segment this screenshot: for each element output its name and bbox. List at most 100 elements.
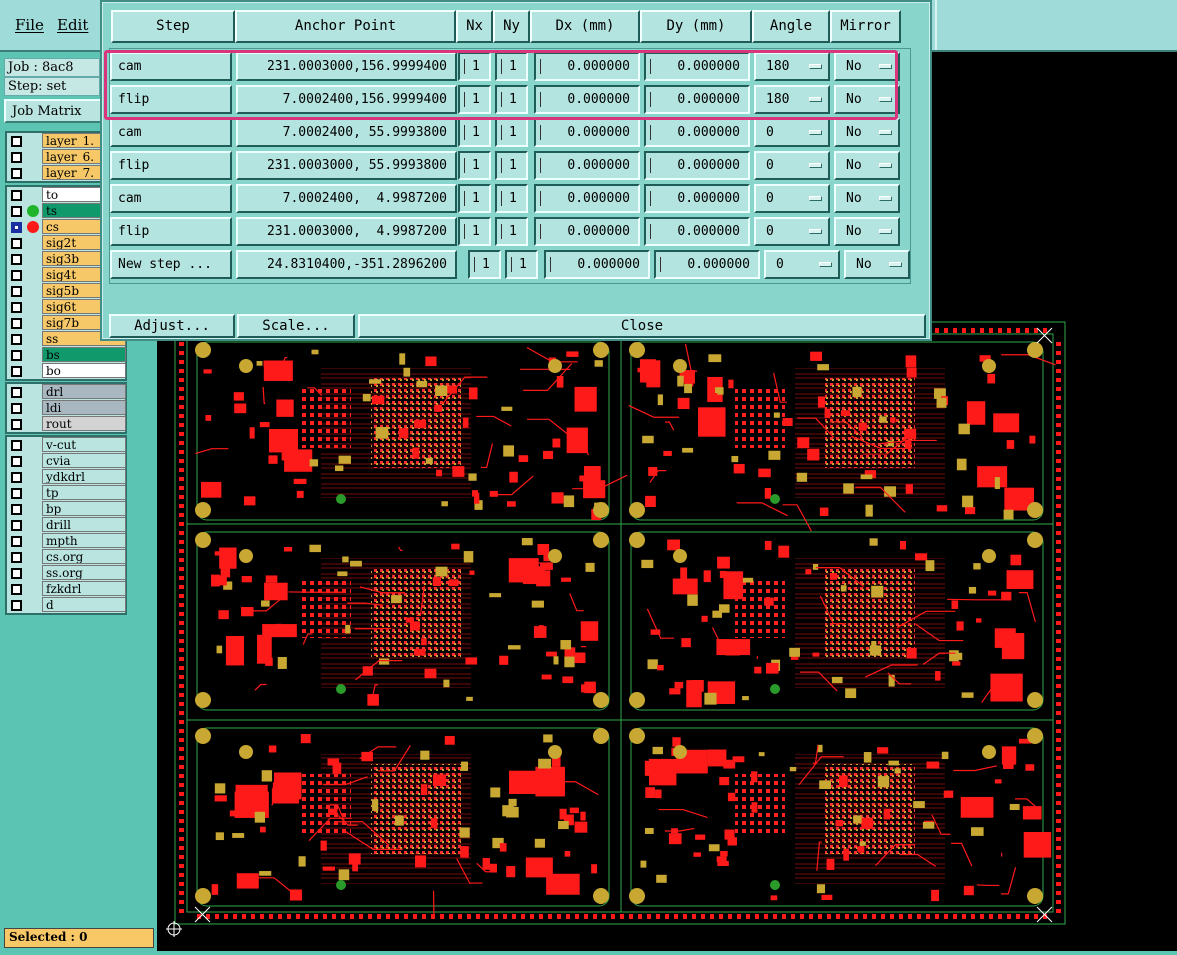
anchor-point-field[interactable]: 24.8310400,-351.2896200 — [236, 250, 457, 279]
step-name-button[interactable]: New step ... — [110, 250, 232, 279]
anchor-point-field[interactable]: 7.0002400, 55.9993800 — [236, 118, 457, 147]
mirror-combo[interactable]: No — [834, 118, 900, 147]
layer-checkbox[interactable] — [11, 472, 22, 483]
layer-row[interactable]: tp — [7, 485, 125, 501]
ny-field[interactable]: 1 — [505, 250, 538, 279]
angle-combo[interactable]: 0 — [764, 250, 840, 279]
nx-field[interactable]: 1 — [468, 250, 501, 279]
dy-field[interactable]: 0.000000 — [644, 217, 750, 246]
ny-field[interactable]: 1 — [495, 217, 528, 246]
step-name-button[interactable]: cam — [110, 52, 232, 81]
dy-field[interactable]: 0.000000 — [644, 184, 750, 213]
dropdown-arrow-icon[interactable] — [809, 196, 822, 201]
mirror-combo[interactable]: No — [834, 217, 900, 246]
layer-checkbox[interactable] — [11, 254, 22, 265]
adjust-button[interactable]: Adjust... — [109, 314, 235, 338]
layer-row[interactable]: ydkdrl — [7, 469, 125, 485]
nx-field[interactable]: 1 — [458, 184, 491, 213]
dy-field[interactable]: 0.000000 — [654, 250, 760, 279]
layer-checkbox[interactable] — [11, 568, 22, 579]
layer-name[interactable]: fzkdrl — [42, 581, 126, 596]
dropdown-arrow-icon[interactable] — [889, 262, 902, 267]
layer-name[interactable]: rout — [42, 416, 126, 431]
layer-checkbox[interactable] — [11, 600, 22, 611]
layer-checkbox[interactable] — [11, 136, 22, 147]
layer-checkbox[interactable] — [11, 552, 22, 563]
dx-field[interactable]: 0.000000 — [534, 217, 640, 246]
layer-name[interactable]: cvia — [42, 453, 126, 468]
layer-name[interactable]: d — [42, 597, 126, 612]
angle-combo[interactable]: 180 — [754, 85, 830, 114]
dropdown-arrow-icon[interactable] — [809, 130, 822, 135]
layer-name[interactable]: bs — [42, 347, 126, 362]
dx-field[interactable]: 0.000000 — [534, 52, 640, 81]
layer-checkbox[interactable] — [11, 366, 22, 377]
anchor-point-field[interactable]: 231.0003000, 55.9993800 — [236, 151, 457, 180]
layer-row[interactable]: d — [7, 597, 125, 613]
dx-field[interactable]: 0.000000 — [534, 184, 640, 213]
nx-field[interactable]: 1 — [458, 151, 491, 180]
layer-checkbox[interactable] — [11, 520, 22, 531]
layer-checkbox[interactable] — [11, 456, 22, 467]
layer-row[interactable]: cvia — [7, 453, 125, 469]
layer-name[interactable]: drl — [42, 384, 126, 399]
ny-field[interactable]: 1 — [495, 151, 528, 180]
layer-row[interactable]: bs — [7, 347, 125, 363]
dropdown-arrow-icon[interactable] — [819, 262, 832, 267]
layer-row[interactable]: cs.org — [7, 549, 125, 565]
angle-combo[interactable]: 0 — [754, 151, 830, 180]
layer-row[interactable]: v-cut — [7, 437, 125, 453]
mirror-combo[interactable]: No — [834, 85, 900, 114]
step-name-button[interactable]: flip — [110, 151, 232, 180]
angle-combo[interactable]: 0 — [754, 217, 830, 246]
layer-name[interactable]: mpth — [42, 533, 126, 548]
dropdown-arrow-icon[interactable] — [809, 64, 822, 69]
layer-name[interactable]: cs.org — [42, 549, 126, 564]
ny-field[interactable]: 1 — [495, 85, 528, 114]
anchor-point-field[interactable]: 7.0002400, 4.9987200 — [236, 184, 457, 213]
menu-edit[interactable]: Edit — [57, 16, 88, 34]
dy-field[interactable]: 0.000000 — [644, 151, 750, 180]
layer-checkbox[interactable] — [11, 190, 22, 201]
mirror-combo[interactable]: No — [844, 250, 910, 279]
dy-field[interactable]: 0.000000 — [644, 85, 750, 114]
layer-checkbox[interactable] — [11, 206, 22, 217]
dx-field[interactable]: 0.000000 — [534, 151, 640, 180]
dropdown-arrow-icon[interactable] — [879, 163, 892, 168]
step-name-button[interactable]: cam — [110, 118, 232, 147]
angle-combo[interactable]: 180 — [754, 52, 830, 81]
layer-checkbox[interactable] — [11, 584, 22, 595]
layer-checkbox[interactable] — [11, 286, 22, 297]
layer-name[interactable]: ss.org — [42, 565, 126, 580]
layer-checkbox[interactable] — [11, 403, 22, 414]
anchor-point-field[interactable]: 231.0003000, 4.9987200 — [236, 217, 457, 246]
layer-name[interactable]: tp — [42, 485, 126, 500]
step-name-button[interactable]: flip — [110, 217, 232, 246]
layer-row[interactable]: ss.org — [7, 565, 125, 581]
angle-combo[interactable]: 0 — [754, 118, 830, 147]
ny-field[interactable]: 1 — [495, 52, 528, 81]
layer-name[interactable]: ldi — [42, 400, 126, 415]
dy-field[interactable]: 0.000000 — [644, 52, 750, 81]
angle-combo[interactable]: 0 — [754, 184, 830, 213]
ny-field[interactable]: 1 — [495, 118, 528, 147]
layer-name[interactable]: bp — [42, 501, 126, 516]
layer-row[interactable]: ldi — [7, 400, 125, 416]
dropdown-arrow-icon[interactable] — [809, 163, 822, 168]
nx-field[interactable]: 1 — [458, 118, 491, 147]
dropdown-arrow-icon[interactable] — [879, 196, 892, 201]
anchor-point-field[interactable]: 231.0003000,156.9999400 — [236, 52, 457, 81]
mirror-combo[interactable]: No — [834, 151, 900, 180]
layer-checkbox[interactable] — [11, 387, 22, 398]
dropdown-arrow-icon[interactable] — [879, 64, 892, 69]
layer-checkbox[interactable] — [11, 536, 22, 547]
nx-field[interactable]: 1 — [458, 217, 491, 246]
layer-checkbox[interactable] — [11, 318, 22, 329]
layer-checkbox[interactable] — [11, 419, 22, 430]
layer-row[interactable]: rout — [7, 416, 125, 432]
layer-checkbox[interactable] — [11, 222, 22, 233]
dropdown-arrow-icon[interactable] — [879, 97, 892, 102]
anchor-point-field[interactable]: 7.0002400,156.9999400 — [236, 85, 457, 114]
layer-row[interactable]: fzkdrl — [7, 581, 125, 597]
step-name-button[interactable]: flip — [110, 85, 232, 114]
